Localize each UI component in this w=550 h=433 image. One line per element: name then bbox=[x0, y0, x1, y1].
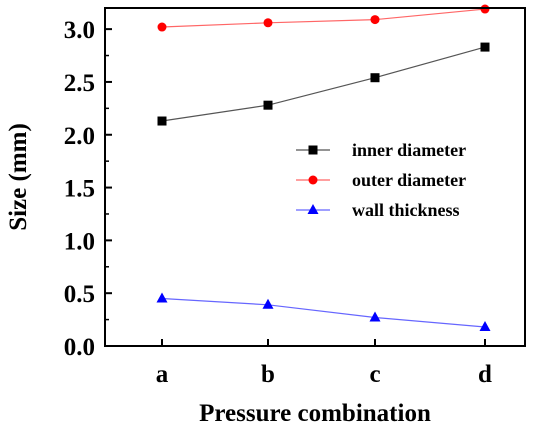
y-tick-label: 1.0 bbox=[64, 228, 95, 255]
data-point-square bbox=[263, 100, 273, 110]
y-axis: 0.0 0.5 1.0 1.5 2.0 2.5 3.0 bbox=[64, 17, 112, 361]
data-point-square bbox=[370, 73, 380, 83]
x-tick-label: c bbox=[369, 361, 380, 388]
legend-label-inner-diameter: inner diameter bbox=[352, 140, 466, 160]
data-point-square bbox=[308, 145, 318, 155]
x-tick-label: d bbox=[478, 361, 492, 388]
y-tick-label: 2.5 bbox=[64, 70, 95, 97]
data-point-circle bbox=[480, 4, 490, 14]
y-axis-label: Size (mm) bbox=[5, 123, 32, 231]
y-tick-label: 0.0 bbox=[64, 334, 95, 361]
x-tick-label: b bbox=[261, 361, 275, 388]
plot-layer bbox=[156, 4, 491, 331]
plot-frame bbox=[104, 7, 526, 347]
series-inner-diameter bbox=[157, 42, 490, 126]
y-tick-label: 2.0 bbox=[64, 123, 95, 150]
x-axis: a b c d bbox=[156, 339, 492, 388]
series-line-outer-diameter bbox=[161, 8, 486, 28]
series-wall-thickness bbox=[156, 292, 491, 331]
series-outer-diameter bbox=[157, 4, 490, 32]
data-point-square bbox=[157, 116, 167, 126]
data-point-triangle bbox=[307, 204, 319, 214]
data-point-triangle bbox=[156, 292, 168, 303]
y-tick-label: 1.5 bbox=[64, 176, 95, 203]
data-point-circle bbox=[370, 15, 380, 25]
x-tick-label: a bbox=[156, 361, 169, 388]
y-tick-label: 0.5 bbox=[64, 281, 95, 308]
x-axis-label: Pressure combination bbox=[199, 400, 431, 427]
data-point-square bbox=[480, 42, 490, 52]
legend-label-wall-thickness: wall thickness bbox=[352, 200, 460, 220]
data-point-triangle bbox=[369, 311, 381, 322]
series-line-inner-diameter bbox=[161, 46, 486, 122]
data-point-circle bbox=[308, 175, 318, 185]
legend-label-outer-diameter: outer diameter bbox=[352, 170, 466, 190]
legend: inner diameter outer diameter wall thickne… bbox=[296, 140, 466, 220]
data-point-triangle bbox=[262, 298, 274, 309]
data-point-circle bbox=[263, 18, 273, 28]
y-tick-label: 3.0 bbox=[64, 17, 95, 44]
series-line-wall-thickness bbox=[161, 297, 486, 328]
data-point-triangle bbox=[479, 320, 491, 331]
data-point-circle bbox=[157, 22, 167, 32]
